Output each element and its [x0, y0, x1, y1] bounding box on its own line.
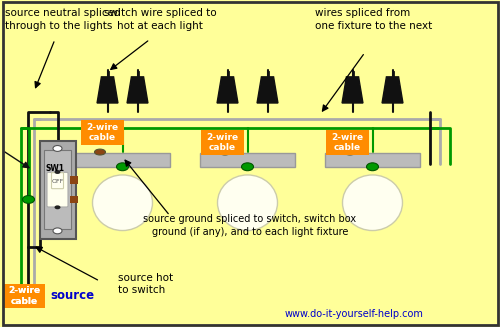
Circle shape [116, 163, 128, 171]
Text: source neutral spliced
through to the lights: source neutral spliced through to the li… [5, 8, 120, 31]
FancyBboxPatch shape [70, 196, 78, 203]
FancyBboxPatch shape [40, 141, 76, 239]
Text: 2-wire
cable: 2-wire cable [332, 132, 364, 152]
Text: 2-wire
cable: 2-wire cable [206, 132, 238, 152]
Text: OFF: OFF [52, 179, 64, 184]
FancyBboxPatch shape [44, 150, 71, 229]
Text: wires spliced from
one fixture to the next: wires spliced from one fixture to the ne… [315, 8, 432, 31]
Text: source hot
to switch: source hot to switch [118, 273, 172, 296]
Text: www.do-it-yourself-help.com: www.do-it-yourself-help.com [285, 309, 424, 319]
Text: SW1: SW1 [46, 164, 65, 173]
Circle shape [53, 146, 62, 151]
Ellipse shape [218, 175, 278, 231]
FancyBboxPatch shape [52, 173, 64, 189]
Text: source: source [50, 289, 94, 302]
Polygon shape [127, 77, 148, 103]
Ellipse shape [342, 175, 402, 231]
Ellipse shape [220, 149, 230, 155]
FancyBboxPatch shape [70, 176, 78, 184]
FancyBboxPatch shape [75, 153, 170, 167]
Ellipse shape [344, 149, 356, 155]
FancyBboxPatch shape [326, 130, 368, 155]
Polygon shape [217, 77, 238, 103]
Polygon shape [97, 77, 118, 103]
Polygon shape [257, 77, 278, 103]
Ellipse shape [92, 175, 152, 231]
Circle shape [54, 205, 60, 209]
Text: 2-wire
cable: 2-wire cable [86, 123, 118, 142]
FancyBboxPatch shape [2, 284, 45, 308]
FancyBboxPatch shape [325, 153, 420, 167]
Text: switch wire spliced to
hot at each light: switch wire spliced to hot at each light [104, 8, 216, 31]
Circle shape [53, 228, 62, 234]
Polygon shape [382, 77, 403, 103]
Text: 2-wire
cable: 2-wire cable [8, 286, 40, 306]
Polygon shape [342, 77, 363, 103]
Circle shape [22, 196, 34, 203]
Text: source ground spliced to switch, switch box
ground (if any), and to each light f: source ground spliced to switch, switch … [144, 214, 356, 237]
FancyBboxPatch shape [200, 153, 295, 167]
Ellipse shape [94, 149, 106, 155]
Text: 2-wire
cable: 2-wire cable [8, 286, 40, 306]
FancyBboxPatch shape [47, 172, 68, 207]
Circle shape [366, 163, 378, 171]
FancyBboxPatch shape [81, 120, 124, 145]
FancyBboxPatch shape [2, 284, 45, 308]
Circle shape [242, 163, 254, 171]
FancyBboxPatch shape [201, 130, 244, 155]
Circle shape [54, 170, 60, 174]
